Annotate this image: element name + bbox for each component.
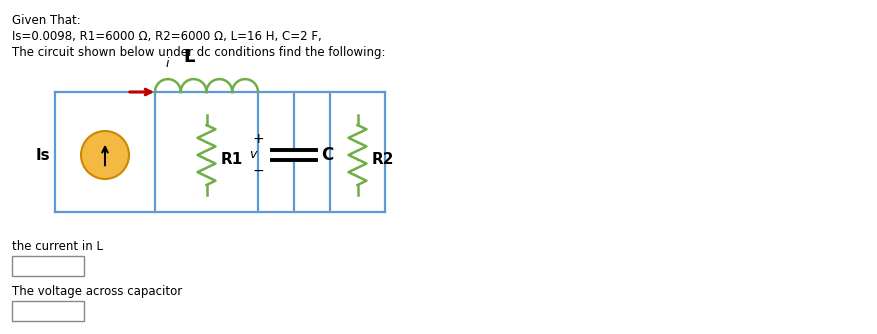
Text: The circuit shown below under dc conditions find the following:: The circuit shown below under dc conditi…	[12, 46, 386, 59]
Text: R1: R1	[220, 152, 243, 167]
Text: R2: R2	[372, 152, 394, 167]
FancyBboxPatch shape	[12, 301, 84, 321]
Text: Is: Is	[35, 148, 50, 163]
Text: the current in L: the current in L	[12, 240, 103, 253]
Text: Given That:: Given That:	[12, 14, 81, 27]
Circle shape	[81, 131, 129, 179]
Text: Is=0.0098, R1=6000 Ω, R2=6000 Ω, L=16 H, C=2 F,: Is=0.0098, R1=6000 Ω, R2=6000 Ω, L=16 H,…	[12, 30, 322, 43]
Text: L: L	[184, 48, 196, 66]
Text: −: −	[253, 164, 264, 178]
Text: +: +	[253, 132, 264, 146]
Text: The voltage across capacitor: The voltage across capacitor	[12, 285, 182, 298]
Text: v: v	[248, 149, 256, 162]
FancyBboxPatch shape	[12, 256, 84, 276]
Text: C: C	[321, 146, 333, 164]
Text: i: i	[166, 57, 169, 70]
